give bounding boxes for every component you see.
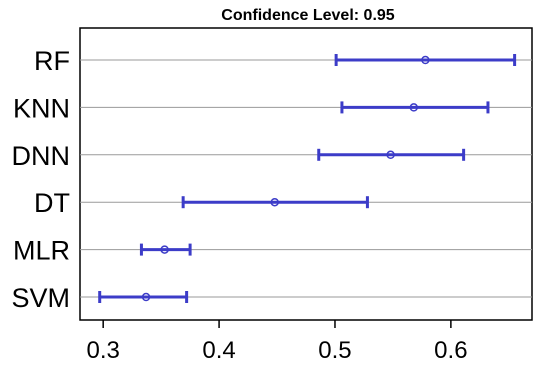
point-estimate bbox=[421, 55, 430, 65]
point-estimate bbox=[160, 245, 169, 254]
point-estimate bbox=[141, 292, 151, 302]
x-tick-label: 0.6 bbox=[434, 337, 467, 364]
category-label: MLR bbox=[13, 236, 70, 266]
point-estimate bbox=[270, 197, 279, 207]
gridlines bbox=[80, 59, 532, 298]
interval-series bbox=[98, 54, 517, 303]
chart-title: Confidence Level: 0.95 bbox=[221, 7, 394, 24]
category-label: KNN bbox=[13, 93, 70, 123]
x-axis: 0.3 0.4 0.5 0.6 bbox=[86, 320, 468, 364]
x-tick-label: 0.5 bbox=[318, 337, 351, 364]
point-estimate bbox=[386, 150, 395, 160]
category-labels: RF KNN DNN DT MLR SVM bbox=[11, 46, 70, 313]
category-label: SVM bbox=[11, 283, 70, 313]
x-tick-label: 0.3 bbox=[86, 337, 119, 364]
point-estimate bbox=[409, 103, 419, 112]
category-label: DT bbox=[34, 188, 70, 218]
category-label: RF bbox=[34, 46, 70, 76]
category-label: DNN bbox=[12, 141, 71, 171]
plot-frame bbox=[79, 27, 533, 321]
x-tick-label: 0.4 bbox=[202, 337, 235, 364]
